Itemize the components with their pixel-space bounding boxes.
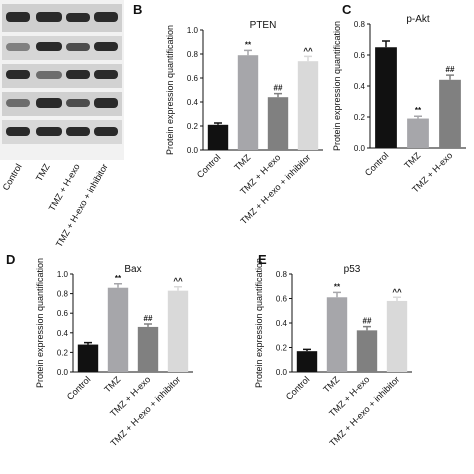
y-tick-label: 1.0 <box>57 270 69 279</box>
x-tick-label: Control <box>284 374 312 402</box>
error-bar <box>382 40 390 48</box>
significance-label: ## <box>446 65 455 74</box>
error-bar <box>303 348 311 352</box>
y-tick-label: 0.6 <box>354 51 366 60</box>
bar <box>137 326 159 372</box>
western-blot: Control TMZ TMZ + H-exo TMZ + H-exo + in… <box>0 0 124 249</box>
lane-label: TMZ <box>34 162 52 183</box>
significance-label: ^^ <box>173 277 183 286</box>
chart-title: Bax <box>124 264 141 275</box>
error-bar <box>446 74 454 80</box>
significance-label: ## <box>144 314 153 323</box>
error-bar <box>84 341 92 345</box>
error-bar <box>114 283 122 288</box>
y-axis-label: Protein expression quantification <box>165 25 175 155</box>
bar <box>356 330 378 372</box>
y-axis-label: Protein expression quantification <box>35 258 45 388</box>
y-tick-label: 0.4 <box>187 98 199 107</box>
y-axis-label: Protein expression quantification <box>254 258 264 388</box>
significance-label: ** <box>415 106 422 115</box>
x-tick-label: Control <box>65 374 93 402</box>
bar <box>296 351 318 372</box>
bar <box>375 47 397 148</box>
error-bar <box>174 285 182 291</box>
bar <box>107 287 129 372</box>
bar <box>326 297 348 372</box>
bar <box>267 97 289 150</box>
y-tick-label: 0.2 <box>187 122 199 131</box>
x-tick-label: TMZ <box>402 150 423 171</box>
bar <box>407 118 429 148</box>
significance-label: ^^ <box>392 287 402 296</box>
y-tick-label: 0.8 <box>187 50 199 59</box>
y-tick-label: 0.2 <box>276 344 288 353</box>
y-tick-label: 0.8 <box>276 270 288 279</box>
significance-label: ** <box>115 274 122 283</box>
significance-label: ** <box>245 40 252 49</box>
y-tick-label: 0.2 <box>354 113 366 122</box>
error-bar <box>393 296 401 301</box>
y-tick-label: 0.8 <box>57 290 69 299</box>
bar <box>237 55 259 151</box>
bar <box>297 61 319 151</box>
y-tick-label: 0.0 <box>276 368 288 377</box>
bar <box>439 79 461 148</box>
lane-label: TMZ + H-exo + inhibitor <box>54 162 110 249</box>
panel-label: D <box>6 252 15 267</box>
significance-label: ** <box>334 282 341 291</box>
panel-label: C <box>342 2 352 17</box>
bar <box>167 290 189 372</box>
y-tick-label: 0.6 <box>276 295 288 304</box>
y-tick-label: 0.2 <box>57 348 69 357</box>
chart-title: PTEN <box>250 20 277 31</box>
chart-title: p-Akt <box>406 14 430 25</box>
y-axis-label: Protein expression quantification <box>332 21 342 151</box>
x-tick-label: TMZ <box>232 152 253 173</box>
y-tick-label: 0.4 <box>57 329 69 338</box>
panel-label: E <box>258 252 267 267</box>
error-bar <box>414 115 422 119</box>
y-tick-label: 0.0 <box>57 368 69 377</box>
error-bar <box>144 323 152 327</box>
error-bar <box>244 49 252 56</box>
x-tick-label: TMZ <box>102 374 123 395</box>
blot-bands <box>6 12 118 136</box>
y-tick-label: 0.6 <box>57 309 69 318</box>
x-tick-label: Control <box>363 150 391 178</box>
bar <box>207 124 229 150</box>
error-bar <box>304 55 312 62</box>
lane-label: Control <box>1 162 24 192</box>
y-tick-label: 1.0 <box>187 26 199 35</box>
y-tick-label: 0.0 <box>354 144 366 153</box>
error-bar <box>363 325 371 331</box>
bar <box>77 344 99 372</box>
x-tick-label: TMZ <box>321 374 342 395</box>
significance-label: ^^ <box>303 46 313 55</box>
y-tick-label: 0.8 <box>354 20 366 29</box>
x-tick-label: Control <box>195 152 223 180</box>
y-tick-label: 0.0 <box>187 146 199 155</box>
chart-title: p53 <box>344 264 361 275</box>
panel-label: B <box>133 2 142 17</box>
error-bar <box>333 291 341 298</box>
y-tick-label: 0.6 <box>187 74 199 83</box>
bar <box>386 300 408 372</box>
error-bar <box>274 92 282 98</box>
y-tick-label: 0.4 <box>276 319 288 328</box>
significance-label: ## <box>363 317 372 326</box>
significance-label: ## <box>274 84 283 93</box>
y-tick-label: 0.4 <box>354 82 366 91</box>
error-bar <box>214 122 222 125</box>
